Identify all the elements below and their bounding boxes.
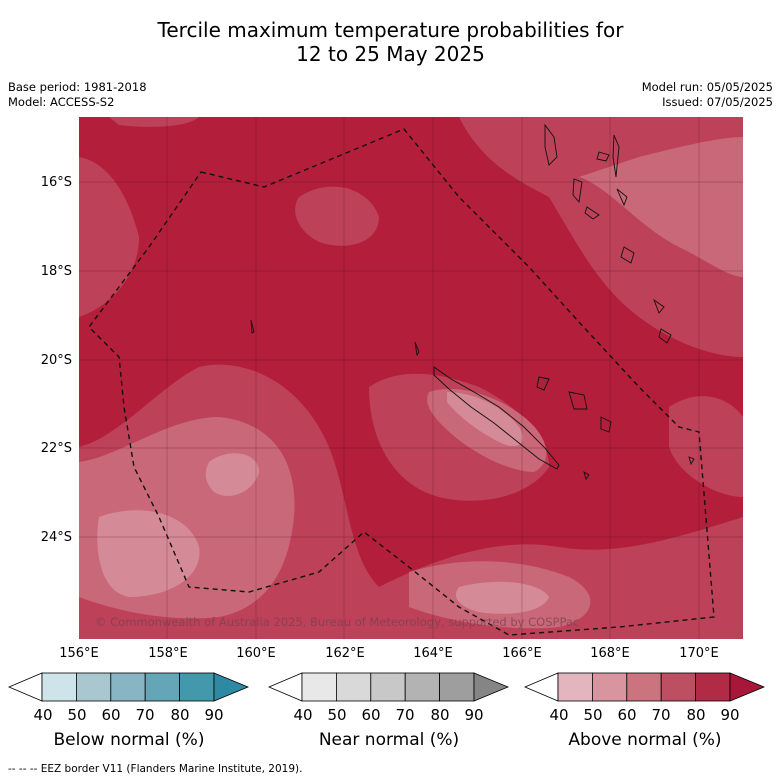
vanuatu-islands: [544, 123, 558, 166]
field-70-80-north: [79, 157, 139, 317]
field-70-80-east: [669, 396, 743, 497]
colorbar-swatch: [557, 672, 593, 702]
lat-label-24s: 24°S: [40, 530, 72, 545]
colorbar-swatches: [523, 672, 766, 702]
cb1-tick-70: 70: [395, 706, 415, 724]
lat-label-16s: 16°S: [40, 175, 72, 190]
field-50-60-west: [97, 510, 200, 597]
colorbar-swatch: [110, 672, 146, 702]
base-period: Base period: 1981-2018: [8, 80, 147, 94]
lon-label-160e: 160°E: [236, 646, 276, 661]
field-50-60-blob: [205, 453, 259, 496]
islands: [250, 123, 695, 480]
colorbar-below-normal: [7, 672, 250, 706]
colorbar-near-normal: [267, 672, 510, 706]
base-info: Base period: 1981-2018 Model: ACCESS-S2: [8, 80, 147, 110]
cb0-tick-70: 70: [135, 706, 155, 724]
colorbar-swatch-low: [523, 672, 559, 702]
eez-border: [88, 128, 715, 636]
colorbar-swatch-low: [267, 672, 303, 702]
colorbar-swatch: [301, 672, 337, 702]
cb1-tick-90: 90: [464, 706, 484, 724]
colorbar-title-below: Below normal (%): [53, 730, 205, 750]
colorbar-above-normal: [523, 672, 766, 706]
title-line-2: 12 to 25 May 2025: [296, 42, 485, 66]
new-caledonia-island: [433, 366, 560, 470]
colorbar-swatch: [660, 672, 696, 702]
copyright-notice: © Commonwealth of Australia 2025, Bureau…: [95, 615, 580, 629]
colorbar-swatch: [626, 672, 662, 702]
cb1-tick-60: 60: [361, 706, 381, 724]
lat-label-22s: 22°S: [40, 441, 72, 456]
colorbar-title-above: Above normal (%): [568, 730, 722, 750]
colorbar-swatch: [404, 672, 440, 702]
title-line-1: Tercile maximum temperature probabilitie…: [157, 18, 624, 42]
colorbar-swatch: [370, 672, 406, 702]
cb0-tick-40: 40: [33, 706, 53, 724]
model-name: Model: ACCESS-S2: [8, 95, 115, 109]
lat-label-18s: 18°S: [40, 264, 72, 279]
colorbar-swatch: [695, 672, 731, 702]
colorbar-swatch: [179, 672, 215, 702]
colorbar-title-near: Near normal (%): [318, 730, 460, 750]
lat-label-20s: 20°S: [40, 353, 72, 368]
cb2-tick-50: 50: [583, 706, 603, 724]
probability-map: [79, 117, 743, 639]
cb0-tick-50: 50: [67, 706, 87, 724]
map-title: Tercile maximum temperature probabilitie…: [0, 18, 781, 66]
colorbar-swatches: [267, 672, 510, 702]
lon-label-158e: 158°E: [148, 646, 188, 661]
cb0-tick-90: 90: [204, 706, 224, 724]
cb2-tick-90: 90: [720, 706, 740, 724]
graticule: [79, 117, 743, 639]
eez-legend: -- -- -- EEZ border V11 (Flanders Marine…: [8, 763, 303, 775]
field-60-70-east: [579, 137, 743, 277]
colorbar-swatch: [336, 672, 372, 702]
cb2-tick-40: 40: [549, 706, 569, 724]
lon-label-166e: 166°E: [502, 646, 542, 661]
cb2-tick-70: 70: [651, 706, 671, 724]
cb1-tick-40: 40: [293, 706, 313, 724]
colorbar-swatch: [41, 672, 77, 702]
run-info: Model run: 05/05/2025 Issued: 07/05/2025: [642, 80, 773, 110]
cb1-tick-80: 80: [430, 706, 450, 724]
lon-label-170e: 170°E: [679, 646, 719, 661]
model-run: Model run: 05/05/2025: [641, 80, 773, 94]
lon-label-156e: 156°E: [59, 646, 99, 661]
colorbar-swatch: [76, 672, 112, 702]
cb2-tick-60: 60: [617, 706, 637, 724]
colorbar-swatch: [439, 672, 475, 702]
lon-label-168e: 168°E: [590, 646, 630, 661]
cb0-tick-80: 80: [170, 706, 190, 724]
issued-date: Issued: 07/05/2025: [662, 95, 773, 109]
cb2-tick-80: 80: [686, 706, 706, 724]
lon-label-164e: 164°E: [413, 646, 453, 661]
field-50-60-south: [455, 581, 549, 614]
cb1-tick-50: 50: [327, 706, 347, 724]
colorbar-swatches: [7, 672, 250, 702]
field-70-80-northpatch: [295, 186, 379, 246]
colorbar-swatch-low: [7, 672, 43, 702]
colorbar-swatch-high: [213, 672, 250, 702]
colorbar-swatch-high: [473, 672, 510, 702]
colorbar-swatch-high: [729, 672, 766, 702]
colorbar-swatch: [144, 672, 180, 702]
field-50-60-newcal: [447, 392, 523, 447]
field-70-80-top: [109, 117, 199, 127]
lon-label-162e: 162°E: [325, 646, 365, 661]
colorbar-swatch: [592, 672, 628, 702]
cb0-tick-60: 60: [101, 706, 121, 724]
